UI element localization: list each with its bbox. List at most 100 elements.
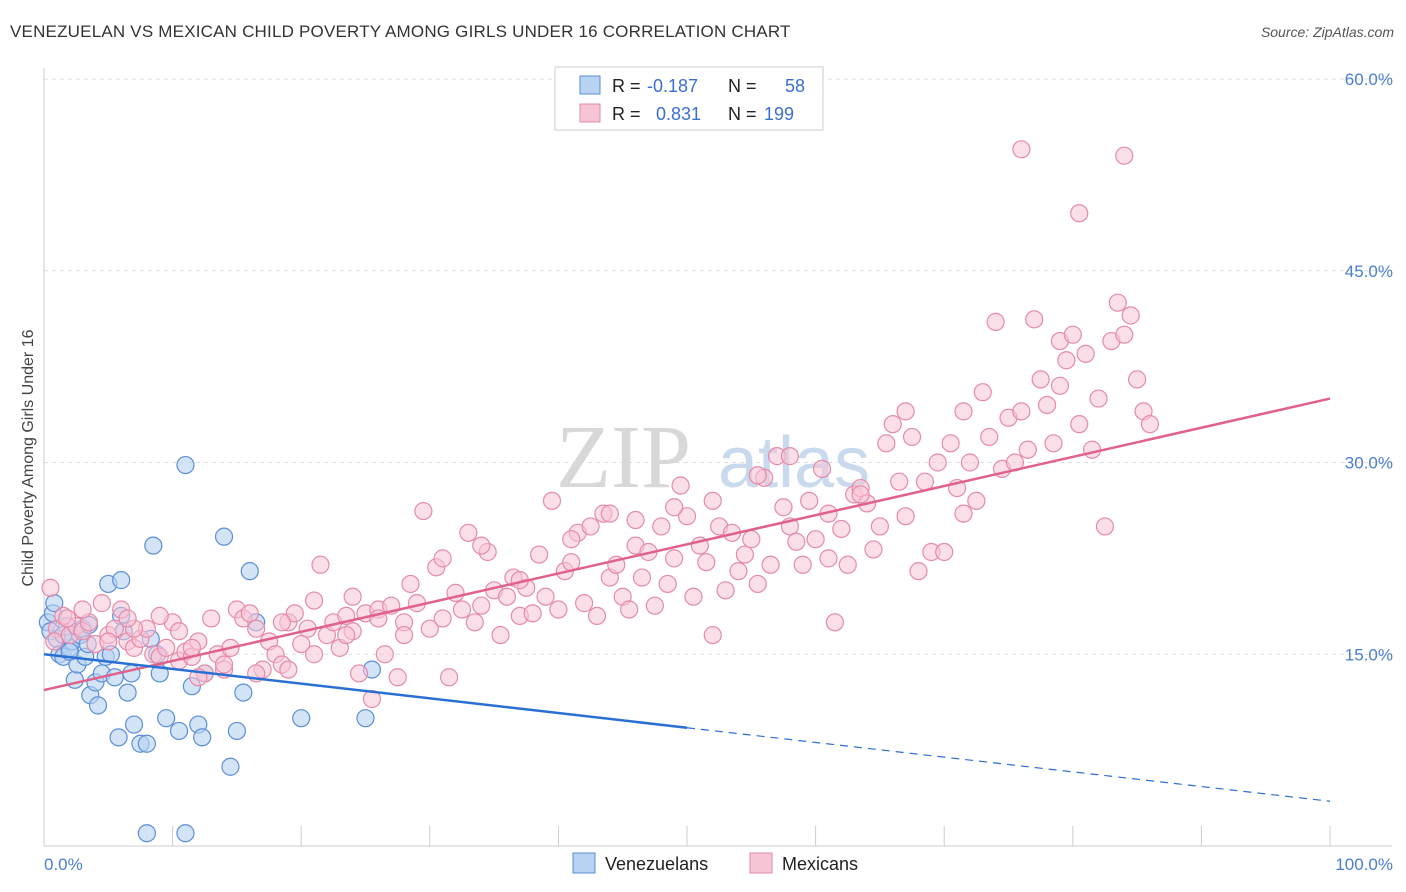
mexican-point <box>118 609 137 628</box>
mexican-point <box>465 613 484 632</box>
mexican-point <box>1070 204 1089 223</box>
legend-r-value-mexicans: 0.831 <box>656 104 701 124</box>
mexican-point <box>896 402 915 421</box>
mexican-point <box>1012 402 1031 421</box>
mexican-point <box>703 491 722 510</box>
mexican-point <box>388 668 407 687</box>
x-tick-label-max: 100.0% <box>1335 855 1393 874</box>
mexican-point <box>626 510 645 530</box>
mexican-point <box>1037 395 1057 415</box>
mexican-point <box>45 632 64 651</box>
mexican-point <box>304 645 324 664</box>
mexican-point <box>420 619 439 638</box>
legend-n-label-mexicans: N = <box>728 104 757 124</box>
mexican-point <box>1018 440 1037 459</box>
bottom-legend-swatch-mexicans <box>749 852 773 874</box>
mexican-point <box>1127 370 1147 389</box>
legend-n-value-mexicans: 199 <box>764 104 794 124</box>
mexican-point <box>600 504 619 523</box>
venezuelan-point <box>193 728 212 747</box>
top-legend: R = -0.187 N = 58 R = 0.831 N = 199 <box>554 66 824 131</box>
mexican-point <box>658 574 677 594</box>
mexican-point <box>375 645 394 664</box>
mexican-point <box>272 613 292 632</box>
mexican-point <box>41 578 60 597</box>
mexican-point <box>491 625 510 645</box>
mexican-point <box>774 498 793 517</box>
y-tick-label: 45.0% <box>1345 262 1393 281</box>
mexican-point <box>337 625 356 645</box>
venezuelan-point <box>65 670 84 689</box>
mexican-point <box>632 568 652 587</box>
mexican-point <box>343 587 362 606</box>
venezuelan-point <box>124 715 144 734</box>
mexican-point <box>240 604 259 623</box>
mexican-point <box>735 545 754 564</box>
mexican-points <box>41 140 1160 709</box>
mexican-point <box>1095 517 1115 536</box>
mexican-point <box>581 517 600 536</box>
venezuelan-point <box>356 709 375 728</box>
mexican-point <box>812 459 832 478</box>
venezuelan-point <box>122 664 141 683</box>
mexican-point <box>439 668 459 687</box>
y-tick-label: 15.0% <box>1345 645 1393 664</box>
mexican-point <box>697 553 716 572</box>
bottom-legend-label-mexicans: Mexicans <box>782 854 858 874</box>
mexican-point <box>793 555 812 574</box>
y-tick-labels: 15.0% 30.0% 45.0% 60.0% <box>1345 70 1393 664</box>
trend-lines <box>43 397 1331 802</box>
mexican-point <box>967 491 986 510</box>
mexican-point <box>652 517 671 536</box>
mexican-point <box>896 507 915 526</box>
mexican-point <box>1076 344 1095 363</box>
mexican-point <box>954 402 973 421</box>
mexican-point <box>497 587 517 606</box>
mexican-point <box>1070 415 1089 434</box>
mexican-point <box>986 312 1005 331</box>
mexican-point <box>587 606 607 626</box>
mexican-point <box>247 619 266 638</box>
venezuelan-point <box>176 455 195 475</box>
mexican-point <box>748 466 767 485</box>
mexican-point <box>459 523 478 542</box>
venezuelan-point <box>137 734 156 753</box>
mexican-point <box>58 609 77 628</box>
mexican-point <box>1063 325 1082 344</box>
mexican-point <box>169 622 189 641</box>
venezuelan-point <box>227 721 246 741</box>
venezuelan-point <box>137 824 156 843</box>
mexican-point <box>620 600 639 619</box>
mexican-point <box>973 383 992 402</box>
venezuelan-point <box>88 696 108 715</box>
mexican-point <box>433 609 452 628</box>
mexican-point <box>1115 325 1134 344</box>
mexican-point <box>1050 376 1070 395</box>
mexican-point <box>806 530 825 549</box>
mexican-point <box>73 600 92 619</box>
mexican-point <box>954 504 973 523</box>
mexican-point <box>819 549 838 568</box>
mexican-point <box>890 472 909 491</box>
mexican-point <box>832 519 851 539</box>
mexican-point <box>292 634 311 654</box>
mexican-point <box>1140 415 1160 434</box>
venezuelan-point <box>234 683 253 702</box>
venezuelan-trend-line <box>43 653 688 729</box>
mexican-point <box>536 587 555 606</box>
mexican-point <box>92 594 111 613</box>
mexican-point <box>1057 351 1076 370</box>
mexican-point <box>285 604 304 623</box>
mexican-point <box>304 591 324 610</box>
mexican-point <box>99 632 118 651</box>
mexican-point <box>530 545 549 564</box>
venezuelan-point <box>157 709 176 728</box>
mexican-point <box>472 536 491 555</box>
mexican-point <box>202 609 221 628</box>
legend-n-label-venezuelans: N = <box>728 76 757 96</box>
mexican-point <box>349 664 369 683</box>
mexican-point <box>742 530 761 549</box>
mexican-point <box>761 555 780 574</box>
mexican-point <box>703 625 722 645</box>
